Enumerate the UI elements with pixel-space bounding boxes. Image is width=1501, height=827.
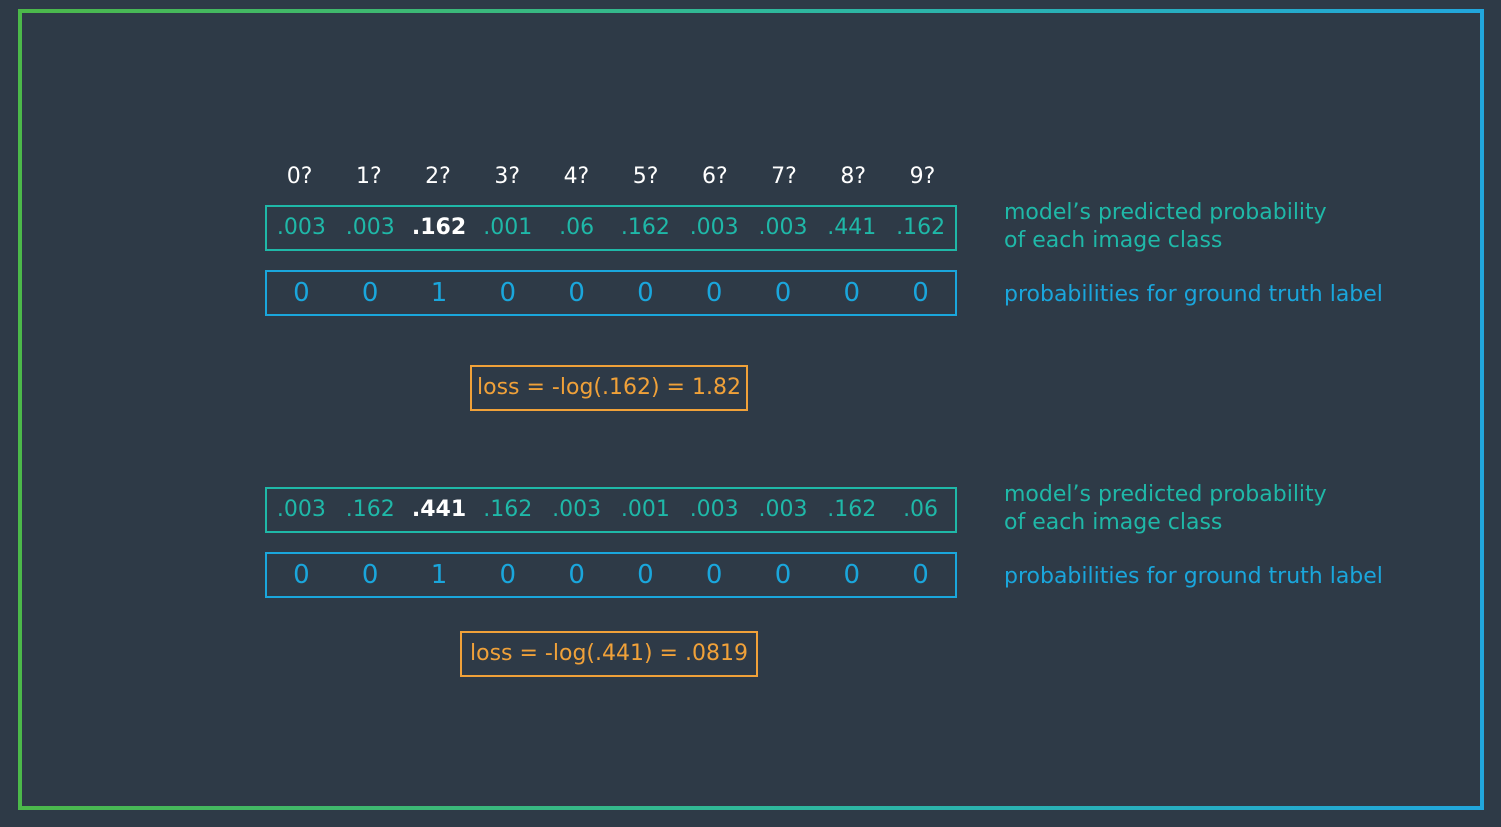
ground-truth-cell: 0 bbox=[705, 278, 723, 308]
ground-truth-cell: 0 bbox=[774, 560, 792, 590]
example2-predicted-label: model’s predicted probability of each im… bbox=[1004, 481, 1327, 537]
ground-truth-cell: 0 bbox=[912, 560, 929, 590]
example1-ground-truth-label: probabilities for ground truth label bbox=[1004, 282, 1383, 307]
ground-truth-cell: 0 bbox=[361, 560, 379, 590]
predicted-prob-cell: .162 bbox=[827, 497, 877, 522]
class-header: 3? bbox=[494, 164, 521, 189]
predicted-prob-cell: .001 bbox=[620, 497, 670, 522]
class-header: 5? bbox=[632, 164, 659, 189]
ground-truth-cell: 0 bbox=[568, 560, 585, 590]
predicted-prob-cell: .441 bbox=[827, 215, 877, 240]
predicted-prob-cell: .001 bbox=[483, 215, 533, 240]
class-header: 4? bbox=[563, 164, 590, 189]
ground-truth-cell: 0 bbox=[912, 278, 929, 308]
predicted-label-line1: model’s predicted probability bbox=[1004, 482, 1327, 507]
ground-truth-cell: 0 bbox=[499, 560, 517, 590]
predicted-prob-cell: .003 bbox=[276, 497, 326, 522]
ground-truth-cell: 0 bbox=[705, 560, 723, 590]
frame-inner bbox=[22, 13, 1480, 806]
example2-loss-box: loss = -log(.441) = .0819 bbox=[460, 631, 758, 677]
example1-predicted-vector: .003 .003 .162 .001 .06 .162 .003 .003 .… bbox=[265, 205, 957, 251]
predicted-prob-cell: .003 bbox=[552, 497, 602, 522]
ground-truth-cell: 0 bbox=[774, 278, 792, 308]
predicted-prob-cell-highlighted: .441 bbox=[411, 497, 467, 522]
ground-truth-cell: 0 bbox=[293, 278, 310, 308]
predicted-prob-cell: .162 bbox=[620, 215, 670, 240]
class-header: 6? bbox=[701, 164, 728, 189]
ground-truth-cell: 0 bbox=[843, 278, 861, 308]
class-header: 7? bbox=[771, 164, 797, 189]
class-header: 2? bbox=[425, 164, 451, 189]
gradient-frame bbox=[18, 9, 1484, 810]
example1-loss-box: loss = -log(.162) = 1.82 bbox=[470, 365, 748, 411]
ground-truth-cell: 0 bbox=[361, 278, 379, 308]
example1-ground-truth-vector: 0 0 1 0 0 0 0 0 0 0 bbox=[265, 270, 957, 316]
predicted-prob-cell: .06 bbox=[559, 215, 595, 240]
example2-ground-truth-vector: 0 0 1 0 0 0 0 0 0 0 bbox=[265, 552, 957, 598]
example2-ground-truth-label: probabilities for ground truth label bbox=[1004, 564, 1383, 589]
predicted-label-line2: of each image class bbox=[1004, 510, 1223, 535]
ground-truth-cell: 1 bbox=[430, 560, 448, 590]
ground-truth-cell: 1 bbox=[430, 278, 448, 308]
predicted-prob-cell: .162 bbox=[483, 497, 533, 522]
predicted-prob-cell: .06 bbox=[903, 497, 939, 522]
predicted-prob-cell: .162 bbox=[345, 497, 395, 522]
class-header: 9? bbox=[909, 164, 936, 189]
predicted-prob-cell-highlighted: .162 bbox=[411, 215, 467, 240]
ground-truth-cell: 0 bbox=[843, 560, 861, 590]
ground-truth-cell: 0 bbox=[293, 560, 310, 590]
predicted-prob-cell: .003 bbox=[689, 497, 739, 522]
predicted-label-line2: of each image class bbox=[1004, 228, 1223, 253]
ground-truth-cell: 0 bbox=[637, 278, 654, 308]
class-header-row: 0? 1? 2? 3? 4? 5? 6? 7? 8? 9? bbox=[265, 160, 957, 194]
class-header: 1? bbox=[355, 164, 382, 189]
predicted-prob-cell: .003 bbox=[689, 215, 739, 240]
predicted-prob-cell: .162 bbox=[896, 215, 946, 240]
example2-predicted-vector: .003 .162 .441 .162 .003 .001 .003 .003 … bbox=[265, 487, 957, 533]
predicted-label-line1: model’s predicted probability bbox=[1004, 200, 1327, 225]
predicted-prob-cell: .003 bbox=[758, 497, 808, 522]
class-header: 8? bbox=[840, 164, 867, 189]
predicted-prob-cell: .003 bbox=[758, 215, 808, 240]
class-header: 0? bbox=[286, 164, 313, 189]
ground-truth-cell: 0 bbox=[637, 560, 654, 590]
predicted-prob-cell: .003 bbox=[276, 215, 326, 240]
ground-truth-cell: 0 bbox=[499, 278, 517, 308]
example1-predicted-label: model’s predicted probability of each im… bbox=[1004, 199, 1327, 255]
ground-truth-cell: 0 bbox=[568, 278, 585, 308]
predicted-prob-cell: .003 bbox=[345, 215, 395, 240]
